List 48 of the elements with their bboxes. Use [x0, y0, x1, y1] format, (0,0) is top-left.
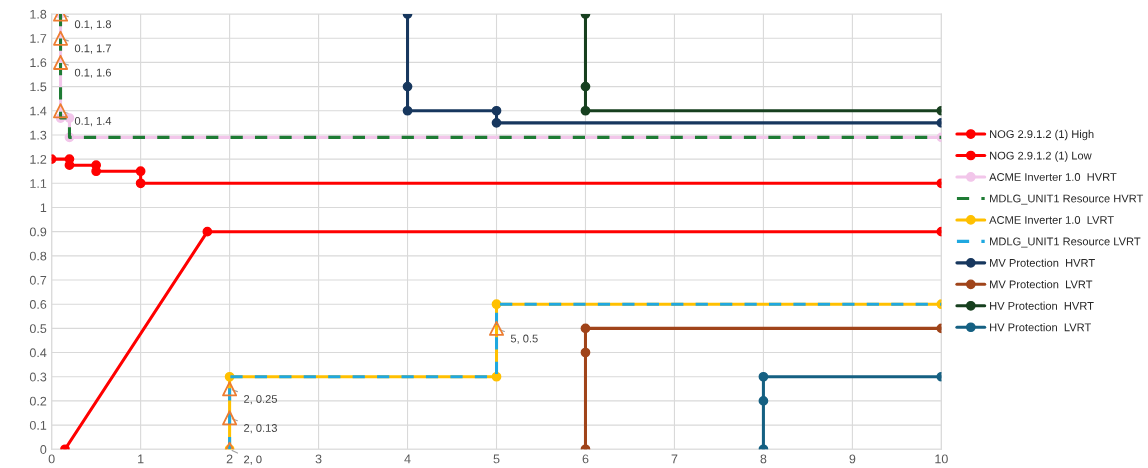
y-tick-label: 0: [40, 445, 47, 454]
legend-label: HV Protection LVRT: [990, 323, 1091, 332]
legend-label: NOG 2.9.1.2 (1) High: [990, 129, 1094, 141]
x-tick-label: 8: [760, 454, 767, 464]
legend-label: NOG 2.9.1.2 (1) Low: [990, 151, 1092, 162]
y-tick-label: 0.1: [29, 420, 47, 430]
legend-label: HV Protection HVRT: [990, 301, 1094, 310]
x-tick-label: 9: [849, 454, 856, 464]
x-tick-label: 4: [404, 454, 411, 464]
legend-label: ACME Inverter 1.0 HVRT: [989, 173, 1117, 181]
y-tick-label: 1.8: [30, 9, 47, 19]
x-tick-label: 0: [48, 454, 55, 464]
legend-label: MV Protection LVRT: [990, 280, 1093, 289]
annotation: 0.1, 1.7: [74, 44, 111, 54]
y-tick-label: 0.3: [29, 372, 47, 382]
annotation: 2, 0.13: [244, 424, 277, 434]
legend-label: MV Protection HVRT: [990, 258, 1095, 267]
legend-label: ACME Inverter 1.0 LVRT: [989, 216, 1114, 224]
y-tick-label: 1.1: [30, 179, 47, 188]
y-tick-label: 1.2: [30, 154, 47, 164]
y-tick-label: 0.7: [29, 275, 47, 285]
x-tick-label: 7: [671, 454, 678, 464]
y-tick-label: 1.3: [30, 130, 47, 140]
annotation: 0.1, 1.4: [74, 116, 112, 127]
y-tick-label: 0.4: [29, 348, 47, 358]
annotation: 5, 0.5: [510, 334, 538, 344]
x-tick-label: 2: [226, 454, 233, 464]
y-tick-label: 1.7: [30, 34, 47, 43]
y-tick-label: 1.5: [30, 82, 47, 92]
annotation: 0.1, 1.6: [74, 68, 112, 78]
x-tick-label: 10: [935, 454, 948, 464]
y-tick-label: 0.2: [29, 396, 47, 406]
y-tick-label: 0.6: [29, 300, 47, 309]
y-tick-label: 0.8: [29, 251, 47, 261]
y-tick-label: 1.4: [30, 106, 47, 116]
y-tick-label: 0.5: [29, 324, 47, 334]
y-tick-label: 1: [40, 203, 47, 213]
annotation: 0.1, 1.8: [74, 20, 112, 30]
legend-label: MDLG_UNIT1 Resource HVRT: [990, 194, 1144, 205]
x-tick-label: 5: [493, 454, 500, 464]
y-tick-label: 0.9: [29, 227, 47, 237]
y-tick-label: 1.6: [30, 58, 47, 68]
annotation: 2, 0.25: [244, 395, 277, 405]
annotation: 2, 0: [244, 455, 262, 465]
x-tick-label: 1: [138, 454, 144, 464]
x-tick-label: 6: [582, 454, 589, 464]
legend-label: MDLG_UNIT1 Resource LVRT: [990, 237, 1141, 248]
x-tick-label: 3: [315, 454, 322, 464]
